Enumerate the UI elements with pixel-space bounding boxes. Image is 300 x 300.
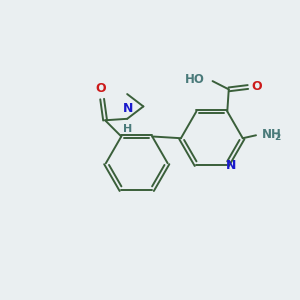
Text: N: N [226, 159, 236, 172]
Text: NH: NH [262, 128, 282, 141]
Text: O: O [95, 82, 106, 95]
Text: O: O [251, 80, 262, 93]
Text: 2: 2 [274, 133, 280, 142]
Text: H: H [123, 124, 132, 134]
Text: N: N [123, 102, 133, 115]
Text: HO: HO [185, 73, 205, 86]
